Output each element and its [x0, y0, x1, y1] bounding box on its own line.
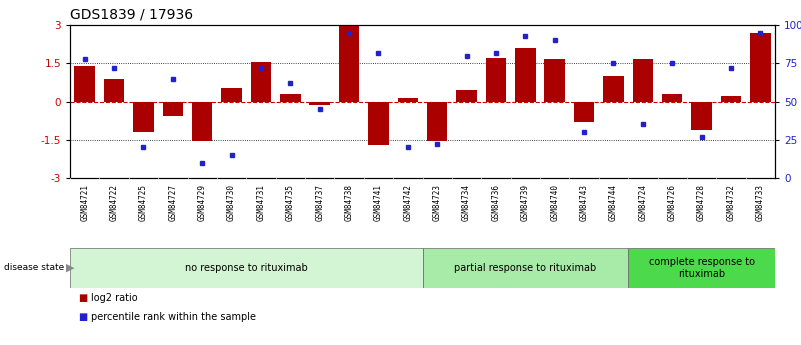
Text: GSM84726: GSM84726	[668, 184, 677, 220]
Text: ▶: ▶	[66, 263, 74, 273]
Bar	[309, 101, 330, 105]
Text: GSM84735: GSM84735	[286, 184, 295, 220]
Text: ■: ■	[78, 293, 87, 303]
Bar	[628, 248, 775, 288]
Bar	[104, 79, 124, 101]
Bar	[251, 62, 272, 101]
Bar	[574, 101, 594, 122]
Bar	[339, 25, 360, 101]
Text: log2 ratio: log2 ratio	[91, 293, 138, 303]
Bar	[603, 76, 624, 101]
Bar	[545, 59, 565, 101]
Bar	[662, 94, 682, 101]
Bar	[397, 98, 418, 101]
Text: GSM84737: GSM84737	[315, 184, 324, 220]
Text: GSM84741: GSM84741	[374, 184, 383, 220]
Bar	[721, 96, 741, 101]
Bar	[633, 59, 653, 101]
Text: GSM84739: GSM84739	[521, 184, 529, 220]
Bar	[422, 248, 628, 288]
Bar	[427, 101, 448, 141]
Bar	[70, 248, 422, 288]
Text: GSM84734: GSM84734	[462, 184, 471, 220]
Text: GSM84743: GSM84743	[580, 184, 589, 220]
Bar	[280, 94, 300, 101]
Text: ■: ■	[78, 312, 87, 322]
Text: GSM84740: GSM84740	[550, 184, 559, 220]
Text: GSM84731: GSM84731	[256, 184, 265, 220]
Bar	[221, 88, 242, 101]
Bar	[74, 66, 95, 101]
Text: GSM84744: GSM84744	[609, 184, 618, 220]
Text: GSM84723: GSM84723	[433, 184, 441, 220]
Bar	[485, 58, 506, 101]
Bar	[192, 101, 212, 141]
Text: GSM84738: GSM84738	[344, 184, 353, 220]
Bar	[750, 33, 771, 101]
Bar	[691, 101, 712, 130]
Text: GSM84736: GSM84736	[492, 184, 501, 220]
Text: GSM84728: GSM84728	[697, 184, 706, 220]
Text: GDS1839 / 17936: GDS1839 / 17936	[70, 8, 193, 22]
Bar	[368, 101, 388, 145]
Bar	[133, 101, 154, 132]
Bar	[515, 48, 536, 101]
Text: disease state: disease state	[4, 264, 64, 273]
Text: complete response to
rituximab: complete response to rituximab	[649, 257, 755, 279]
Text: GSM84730: GSM84730	[227, 184, 236, 220]
Text: GSM84742: GSM84742	[404, 184, 413, 220]
Bar	[457, 90, 477, 101]
Bar	[163, 101, 183, 116]
Text: GSM84725: GSM84725	[139, 184, 148, 220]
Text: no response to rituximab: no response to rituximab	[185, 263, 308, 273]
Text: GSM84733: GSM84733	[756, 184, 765, 220]
Text: GSM84724: GSM84724	[638, 184, 647, 220]
Text: percentile rank within the sample: percentile rank within the sample	[91, 312, 256, 322]
Text: GSM84721: GSM84721	[80, 184, 89, 220]
Text: GSM84732: GSM84732	[727, 184, 735, 220]
Text: GSM84722: GSM84722	[110, 184, 119, 220]
Text: GSM84727: GSM84727	[168, 184, 177, 220]
Text: partial response to rituximab: partial response to rituximab	[454, 263, 597, 273]
Text: GSM84729: GSM84729	[198, 184, 207, 220]
